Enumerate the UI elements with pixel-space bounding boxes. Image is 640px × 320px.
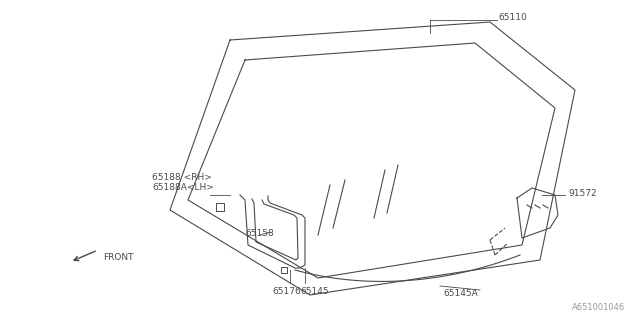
Text: 65188 <RH>: 65188 <RH> bbox=[152, 173, 212, 182]
Text: 65145: 65145 bbox=[300, 287, 328, 297]
Text: A651001046: A651001046 bbox=[572, 303, 625, 312]
Text: 91572: 91572 bbox=[568, 188, 596, 197]
Text: 65145A: 65145A bbox=[443, 290, 477, 299]
Text: 65176: 65176 bbox=[272, 287, 301, 297]
Text: 65158: 65158 bbox=[245, 229, 274, 238]
Text: 65110: 65110 bbox=[498, 13, 527, 22]
Text: FRONT: FRONT bbox=[103, 252, 134, 261]
Text: 65188A<LH>: 65188A<LH> bbox=[152, 183, 214, 193]
